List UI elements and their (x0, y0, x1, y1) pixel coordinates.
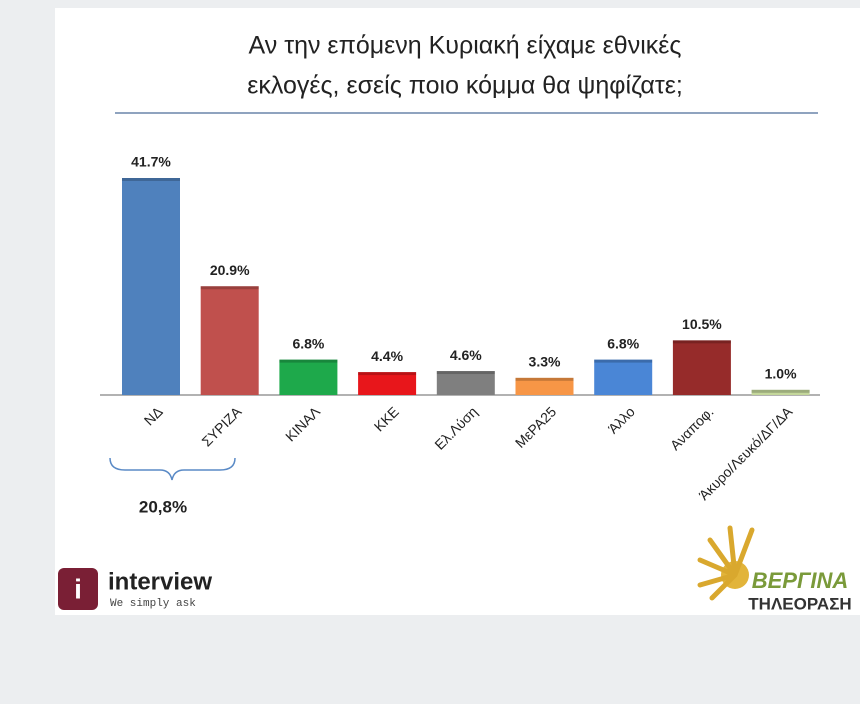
logo-tagline: ΤΗΛΕΟΡΑΣΗ (748, 594, 851, 613)
bar-cap (751, 389, 810, 393)
bar (358, 372, 417, 395)
brace (109, 457, 236, 481)
bar (436, 371, 495, 395)
value-label: 10.5% (682, 316, 722, 332)
annotation: 20,8% (139, 497, 187, 516)
value-label: 4.4% (371, 348, 403, 364)
bar-cap (436, 371, 495, 375)
bar-cap (122, 178, 180, 181)
bar (751, 389, 810, 395)
bar-cap (358, 372, 417, 376)
value-label: 1.0% (765, 365, 797, 381)
value-label: 6.8% (292, 335, 324, 351)
value-label: 20.9% (210, 262, 250, 278)
bar-cap (200, 286, 259, 290)
bar (515, 377, 574, 395)
bar-cap (594, 359, 653, 363)
bar (594, 359, 653, 395)
value-label: 6.8% (607, 335, 639, 351)
logo-text: interview (108, 568, 212, 595)
logo-tagline: We simply ask (110, 598, 196, 610)
bar-cap (515, 377, 574, 381)
card (55, 8, 860, 615)
chart-title: εκλογές, εσείς ποιο κόμμα θα ψηφίζατε; (247, 72, 683, 100)
bar (672, 340, 731, 395)
value-label: 3.3% (529, 354, 561, 370)
bar (200, 286, 259, 395)
bar (122, 178, 180, 395)
bar (279, 359, 338, 395)
value-label: 4.6% (450, 347, 482, 363)
bar-cap (672, 340, 731, 344)
bar-cap (279, 359, 338, 363)
chart-title: Αν την επόμενη Κυριακή είχαμε εθνικές (249, 32, 682, 60)
logo-icon (58, 568, 98, 610)
logo-text: ΒΕΡΓΙΝΑ (752, 568, 849, 593)
logo-icon-letter: i (74, 573, 82, 604)
value-label: 41.7% (131, 154, 171, 170)
logo-sun (697, 525, 755, 601)
